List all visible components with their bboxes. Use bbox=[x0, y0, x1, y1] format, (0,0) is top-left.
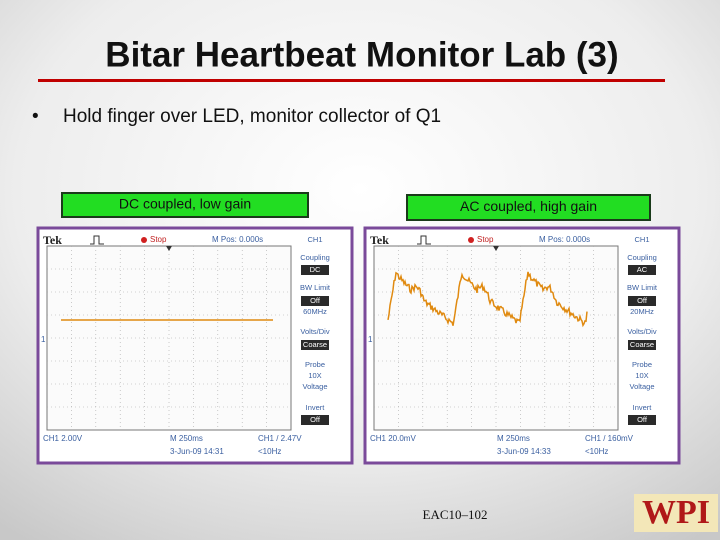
scope-screen: Tek Stop M Pos: 0.000s CH1 1 Coupling AC BW Lim… bbox=[363, 226, 681, 465]
menu-value: AC bbox=[637, 265, 648, 274]
trigger-frequency: <10Hz bbox=[258, 447, 281, 456]
menu-value: 10X bbox=[308, 371, 321, 380]
waveform bbox=[387, 271, 588, 328]
menu-label: Probe bbox=[305, 360, 325, 369]
trigger-marker bbox=[493, 246, 499, 251]
menu-label: Probe bbox=[632, 360, 652, 369]
status-dot bbox=[141, 237, 147, 243]
channel-scale: CH1 2.00V bbox=[43, 434, 83, 443]
scope-brand: Tek bbox=[43, 233, 62, 247]
bullet-text: Hold finger over LED, monitor collector … bbox=[63, 106, 441, 127]
trigger-symbol bbox=[90, 235, 104, 245]
scope-channel: CH1 bbox=[307, 235, 322, 244]
menu-value: DC bbox=[310, 265, 321, 274]
timebase: M 250ms bbox=[497, 434, 530, 443]
scope-screen: Tek Stop M Pos: 0.000s CH1 1 Coupling DC BW Lim… bbox=[36, 226, 354, 465]
status-dot bbox=[468, 237, 474, 243]
menu-label: Coupling bbox=[627, 253, 657, 262]
menu-value-box bbox=[301, 265, 329, 275]
scope-brand: Tek bbox=[370, 233, 389, 247]
title-underline bbox=[38, 79, 665, 82]
menu-value-box bbox=[628, 296, 656, 306]
menu-label: BW Limit bbox=[627, 283, 658, 292]
scope-position: M Pos: 0.000s bbox=[212, 235, 263, 244]
menu-value-box bbox=[301, 340, 329, 350]
label-box bbox=[61, 192, 309, 218]
bullet-dot: • bbox=[32, 106, 39, 127]
trigger-level: CH1 / 160mV bbox=[585, 434, 634, 443]
menu-value-box bbox=[301, 296, 329, 306]
menu-value-box bbox=[628, 340, 656, 350]
logo-text: WPI bbox=[642, 494, 710, 531]
menu-value: Off bbox=[637, 296, 648, 305]
menu-value: Coarse bbox=[630, 340, 654, 349]
menu-value: Off bbox=[637, 415, 648, 424]
scope-status: Stop bbox=[150, 235, 167, 244]
ground-marker: 1 bbox=[41, 335, 46, 344]
ground-marker: 1 bbox=[368, 335, 373, 344]
menu-value-box bbox=[301, 415, 329, 425]
scope-channel: CH1 bbox=[634, 235, 649, 244]
capture-date: 3-Jun-09 14:31 bbox=[170, 447, 224, 456]
menu-value-box bbox=[628, 415, 656, 425]
slide-title: Bitar Heartbeat Monitor Lab (3) bbox=[105, 35, 618, 74]
menu-label: Invert bbox=[633, 403, 653, 412]
menu-note: 20MHz bbox=[630, 307, 654, 316]
footer-text: EAC10–102 bbox=[423, 507, 488, 522]
trigger-level: CH1 / 2.47V bbox=[258, 434, 302, 443]
menu-value: Off bbox=[310, 415, 321, 424]
capture-date: 3-Jun-09 14:33 bbox=[497, 447, 551, 456]
scopes: DC coupled, low gain Tek Stop M Pos: 0.000s… bbox=[36, 192, 681, 465]
menu-label: Volts/Div bbox=[627, 327, 656, 336]
menu-value: Coarse bbox=[303, 340, 327, 349]
logo: WPI bbox=[634, 494, 718, 532]
menu-label: Invert bbox=[306, 403, 326, 412]
trigger-symbol bbox=[417, 235, 431, 245]
scope-position: M Pos: 0.000s bbox=[539, 235, 590, 244]
menu-label: BW Limit bbox=[300, 283, 331, 292]
menu-value: 10X bbox=[635, 371, 648, 380]
scope-label: DC coupled, low gain bbox=[61, 192, 309, 218]
logo-background bbox=[634, 494, 718, 532]
menu-note: Voltage bbox=[302, 382, 327, 391]
menu-note: 60MHz bbox=[303, 307, 327, 316]
label-box bbox=[406, 194, 651, 221]
label-text: DC coupled, low gain bbox=[119, 196, 251, 212]
menu-value: Off bbox=[310, 296, 321, 305]
menu-note: Voltage bbox=[629, 382, 654, 391]
scope-label: AC coupled, high gain bbox=[406, 194, 651, 221]
scope-status: Stop bbox=[477, 235, 494, 244]
label-text: AC coupled, high gain bbox=[460, 198, 597, 214]
menu-label: Coupling bbox=[300, 253, 330, 262]
menu-label: Volts/Div bbox=[300, 327, 329, 336]
menu-value-box bbox=[628, 265, 656, 275]
timebase: M 250ms bbox=[170, 434, 203, 443]
trigger-frequency: <10Hz bbox=[585, 447, 608, 456]
channel-scale: CH1 20.0mV bbox=[370, 434, 416, 443]
trigger-marker bbox=[166, 246, 172, 251]
